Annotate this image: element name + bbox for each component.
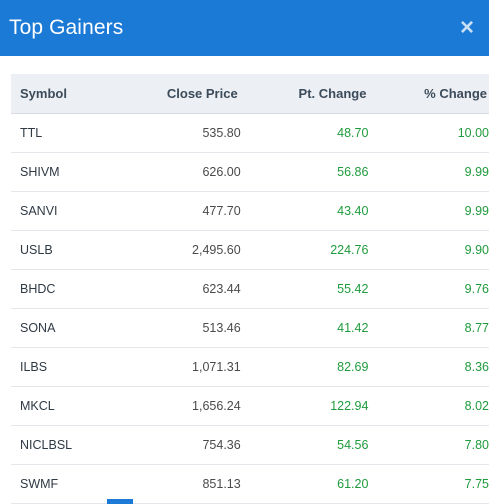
gainers-table-container: Symbol Close Price Pt. Change % Change T… bbox=[11, 74, 489, 504]
pt-change-cell: 43.40 bbox=[240, 191, 369, 231]
header-symbol: Symbol bbox=[11, 74, 132, 114]
close-price-cell: 626.00 bbox=[131, 152, 241, 192]
close-icon[interactable]: × bbox=[459, 14, 474, 41]
symbol-cell[interactable]: NICLBSL bbox=[11, 425, 132, 465]
symbol-cell[interactable]: SANVI bbox=[11, 191, 132, 231]
close-price-cell: 2,495.60 bbox=[131, 230, 241, 270]
close-price-cell: 851.13 bbox=[131, 464, 241, 504]
table-row[interactable]: USLB 2,495.60 224.76 9.90 bbox=[11, 230, 489, 270]
pct-change-cell: 9.90 bbox=[368, 230, 489, 270]
symbol-cell[interactable]: SWMF bbox=[11, 464, 132, 504]
symbol-cell[interactable]: SONA bbox=[11, 308, 132, 348]
table-row[interactable]: SWMF 851.13 61.20 7.75 bbox=[11, 464, 489, 504]
pt-change-cell: 55.42 bbox=[240, 269, 369, 309]
close-price-cell: 535.80 bbox=[131, 113, 241, 153]
pct-change-cell: 7.75 bbox=[368, 464, 489, 504]
table-row[interactable]: BHDC 623.44 55.42 9.76 bbox=[11, 269, 489, 309]
pct-change-cell: 9.99 bbox=[368, 152, 489, 192]
close-price-cell: 623.44 bbox=[131, 269, 241, 309]
header-close-price-label: Close Price bbox=[166, 86, 238, 101]
close-price-cell: 1,656.24 bbox=[131, 386, 241, 426]
symbol-cell[interactable]: ILBS bbox=[11, 347, 132, 387]
symbol-cell[interactable]: SHIVM bbox=[11, 152, 132, 192]
pct-change-cell: 8.77 bbox=[368, 308, 489, 348]
pct-change-cell: 10.00 bbox=[368, 113, 489, 153]
header-pct-change-label: % Change bbox=[424, 86, 487, 101]
pt-change-cell: 61.20 bbox=[240, 464, 369, 504]
table-row[interactable]: NICLBSL 754.36 54.56 7.80 bbox=[11, 425, 489, 465]
header-pct-change: % Change bbox=[368, 74, 489, 114]
pt-change-cell: 122.94 bbox=[240, 386, 369, 426]
pt-change-cell: 54.56 bbox=[240, 425, 369, 465]
header-pt-change-label: Pt. Change bbox=[298, 86, 367, 101]
modal-header: Top Gainers × bbox=[0, 0, 489, 56]
pct-change-cell: 8.02 bbox=[368, 386, 489, 426]
table-body: TTL 535.80 48.70 10.00 SHIVM 626.00 56.8… bbox=[11, 113, 489, 504]
table-row[interactable]: SANVI 477.70 43.40 9.99 bbox=[11, 191, 489, 231]
pt-change-cell: 82.69 bbox=[240, 347, 369, 387]
pt-change-cell: 224.76 bbox=[240, 230, 369, 270]
modal-title: Top Gainers bbox=[9, 16, 124, 39]
gainers-table: Symbol Close Price Pt. Change % Change T… bbox=[11, 74, 489, 504]
header-pt-change: Pt. Change bbox=[240, 74, 369, 114]
table-row[interactable]: SONA 513.46 41.42 8.77 bbox=[11, 308, 489, 348]
table-header: Symbol Close Price Pt. Change % Change bbox=[11, 74, 489, 114]
close-price-cell: 513.46 bbox=[131, 308, 241, 348]
pct-change-cell: 8.36 bbox=[368, 347, 489, 387]
table-row[interactable]: TTL 535.80 48.70 10.00 bbox=[11, 113, 489, 153]
pct-change-cell: 7.80 bbox=[368, 425, 489, 465]
symbol-cell[interactable]: MKCL bbox=[11, 386, 132, 426]
pt-change-cell: 41.42 bbox=[240, 308, 369, 348]
pct-change-cell: 9.76 bbox=[368, 269, 489, 309]
symbol-cell[interactable]: TTL bbox=[11, 113, 132, 153]
table-row[interactable]: MKCL 1,656.24 122.94 8.02 bbox=[11, 386, 489, 426]
symbol-cell[interactable]: BHDC bbox=[11, 269, 132, 309]
table-header-row: Symbol Close Price Pt. Change % Change bbox=[11, 74, 489, 114]
header-symbol-label: Symbol bbox=[20, 86, 67, 101]
header-close-price: Close Price bbox=[131, 74, 241, 114]
scrollbar-thumb[interactable] bbox=[107, 499, 133, 504]
close-price-cell: 477.70 bbox=[131, 191, 241, 231]
pct-change-cell: 9.99 bbox=[368, 191, 489, 231]
close-price-cell: 754.36 bbox=[131, 425, 241, 465]
symbol-cell[interactable]: USLB bbox=[11, 230, 132, 270]
pt-change-cell: 56.86 bbox=[240, 152, 369, 192]
pt-change-cell: 48.70 bbox=[240, 113, 369, 153]
close-price-cell: 1,071.31 bbox=[131, 347, 241, 387]
table-row[interactable]: SHIVM 626.00 56.86 9.99 bbox=[11, 152, 489, 192]
table-row[interactable]: ILBS 1,071.31 82.69 8.36 bbox=[11, 347, 489, 387]
